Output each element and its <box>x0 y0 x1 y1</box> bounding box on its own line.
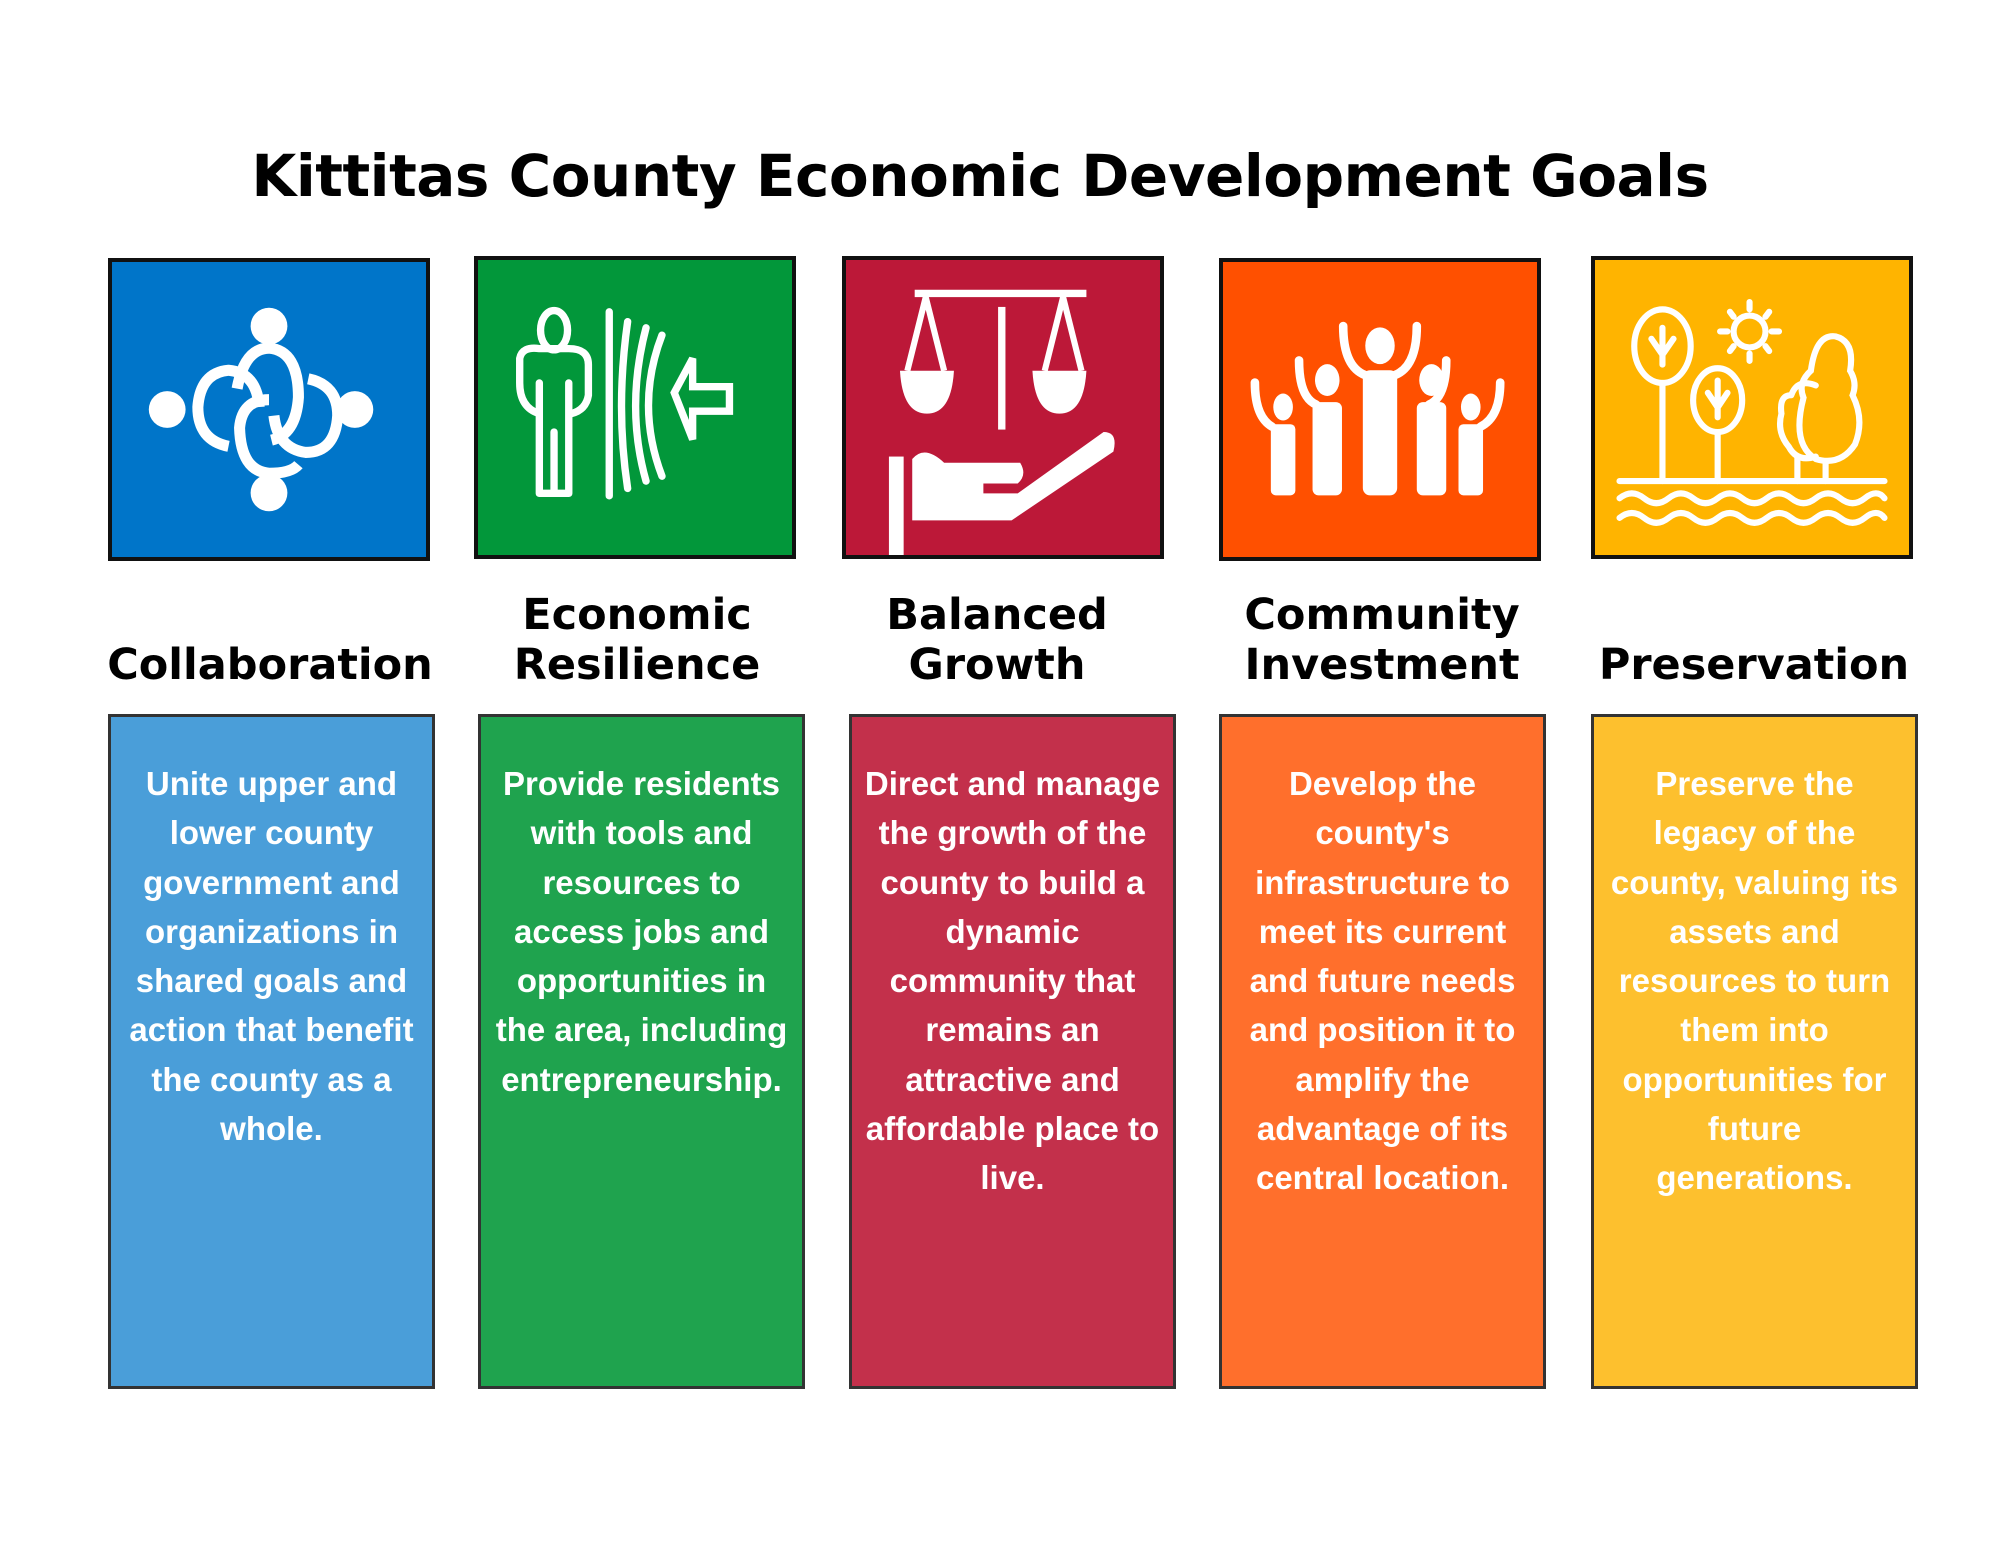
collaboration-icon-tile <box>108 258 430 561</box>
trees-sun-water-icon <box>1616 298 1888 526</box>
goal-description-economic-resilience: Provide residents with tools and resourc… <box>478 714 805 1389</box>
balanced-growth-icon-tile <box>842 256 1164 559</box>
scales-hand-icon <box>888 289 1115 555</box>
goal-label-balanced-growth: Balanced Growth <box>886 590 1108 690</box>
goal-description-balanced-growth: Direct and manage the growth of the coun… <box>849 714 1176 1389</box>
community-investment-icon-tile <box>1219 258 1541 561</box>
goal-label-economic-resilience: Economic Resilience <box>513 590 761 690</box>
goal-label-preservation: Preservation <box>1598 640 1910 690</box>
goal-label-community-investment: Community Investment <box>1244 590 1520 690</box>
people-cheering-icon <box>1250 321 1505 496</box>
economic-resilience-icon-tile <box>474 256 796 559</box>
goal-description-community-investment: Develop the county's infrastructure to m… <box>1219 714 1546 1389</box>
goal-description-collaboration: Unite upper and lower county government … <box>108 714 435 1389</box>
goal-description-preservation: Preserve the legacy of the county, valui… <box>1591 714 1918 1389</box>
goal-label-collaboration: Collaboration <box>107 640 433 690</box>
preservation-icon-tile <box>1591 256 1913 559</box>
person-shield-icon <box>516 306 734 500</box>
page-title: Kittitas County Economic Development Goa… <box>251 142 1709 210</box>
collaboration-rings-icon <box>148 307 374 512</box>
